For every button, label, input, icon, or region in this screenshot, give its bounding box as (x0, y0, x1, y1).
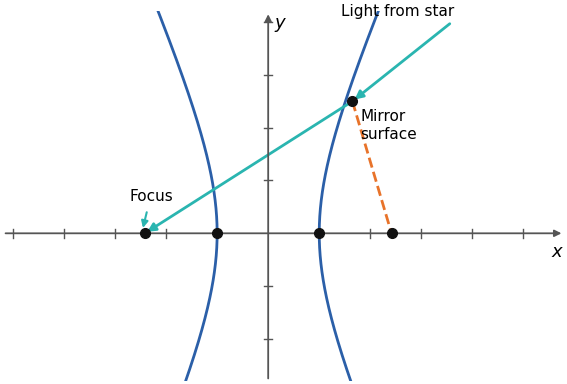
Point (315, 230, 324, 237)
Text: x: x (551, 243, 562, 261)
Text: Mirror
surface: Mirror surface (360, 109, 417, 142)
Point (140, 230, 149, 237)
Point (387, 230, 396, 237)
Point (213, 230, 222, 237)
Text: y: y (274, 14, 285, 32)
Text: Light from star: Light from star (341, 4, 455, 19)
Point (348, 98, 357, 104)
Text: Focus: Focus (129, 189, 174, 204)
